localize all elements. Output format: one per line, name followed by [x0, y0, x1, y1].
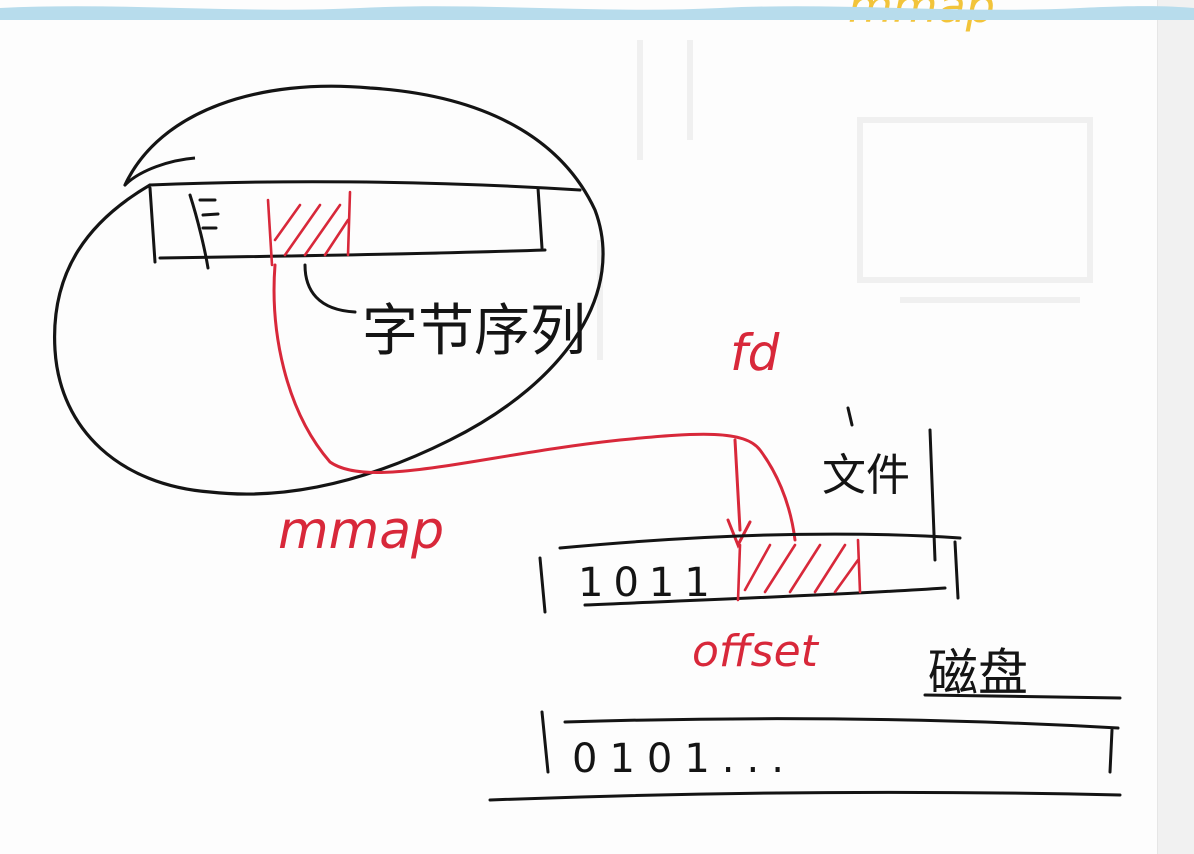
mmap-mapping-curve [272, 263, 797, 542]
process-memory-blob [52, 84, 605, 496]
right-scroll-edge [1157, 0, 1194, 854]
offset-label: offset [692, 626, 820, 677]
disk-label: 磁盘 [928, 644, 1028, 702]
file-bits-label: 1011 [578, 560, 720, 606]
byte-seq-arrow [303, 263, 357, 314]
blob-tail [123, 156, 196, 187]
file-mapped-hatch [736, 538, 862, 602]
file-label: 文件 [822, 450, 910, 501]
memory-strip [148, 180, 582, 270]
fd-label: fd [730, 324, 780, 382]
disk-strip [488, 693, 1122, 802]
byte-sequence-label: 字节序列 [362, 299, 586, 364]
fd-arrow-head [726, 518, 752, 549]
background-ghost-lines [597, 40, 1093, 360]
mmap-label: mmap [278, 501, 444, 561]
fd-pointer-line [733, 438, 742, 532]
disk-bits-label: 0101... [572, 736, 796, 782]
file-strip [538, 406, 962, 614]
bottom-wave-decoration [0, 6, 1194, 20]
mapped-region-hatch [266, 190, 352, 267]
